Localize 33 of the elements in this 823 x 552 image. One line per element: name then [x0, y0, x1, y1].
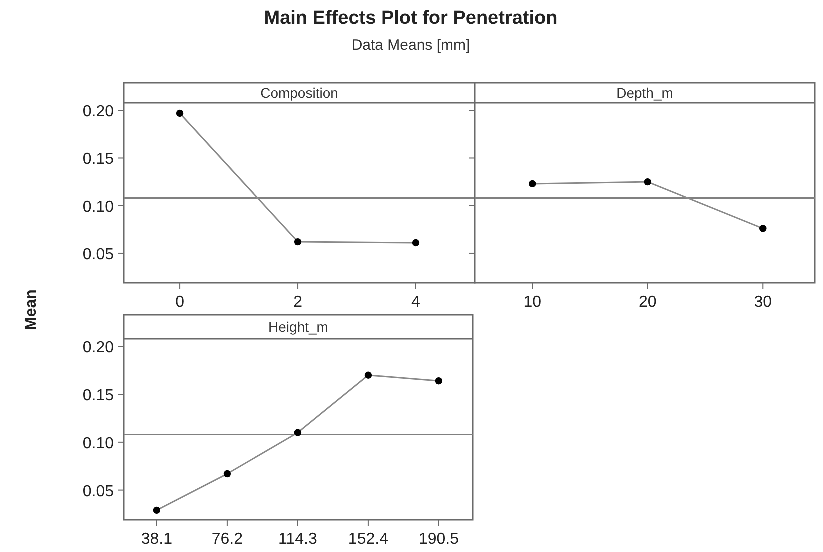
x-axis-title: Height_m: [268, 319, 328, 335]
x-tick-label: 2: [294, 294, 303, 311]
x-axis-title: Composition: [260, 85, 338, 101]
x-tick-label: 20: [638, 294, 657, 311]
point: [294, 429, 302, 436]
y-tick-label: 0.20: [82, 104, 114, 121]
x-tick-label: 4: [412, 294, 421, 311]
x-tick-label: 30: [754, 294, 772, 311]
x-tick-label: 76.2: [212, 531, 244, 548]
x-tick-label: 190.5: [418, 531, 460, 548]
chart-subtitle: Data Means [mm]: [352, 37, 470, 54]
y-tick-label: 0.20: [82, 340, 114, 357]
point: [435, 378, 443, 385]
x-tick-label: 38.1: [141, 531, 173, 548]
x-tick-label: 152.4: [348, 531, 389, 548]
x-tick-label: 0: [176, 294, 185, 311]
x-tick-label: 10: [524, 294, 542, 311]
y-axis-title: Mean: [23, 290, 40, 330]
point: [364, 372, 372, 379]
x-tick-label: 114.3: [278, 531, 318, 548]
y-tick-label: 0.05: [82, 483, 114, 500]
y-tick-label: 0.10: [82, 198, 114, 216]
y-tick-label: 0.15: [82, 388, 114, 405]
point: [412, 239, 420, 247]
x-axis-title: Depth_m: [616, 85, 674, 101]
point: [224, 470, 232, 478]
chart-title: Main Effects Plot for Penetration: [264, 8, 558, 29]
point: [176, 110, 184, 118]
y-tick-label: 0.10: [82, 435, 114, 452]
point: [153, 506, 161, 514]
point: [294, 238, 302, 246]
y-tick-label: 0.15: [82, 151, 114, 168]
y-tick-label: 0.05: [82, 246, 114, 264]
